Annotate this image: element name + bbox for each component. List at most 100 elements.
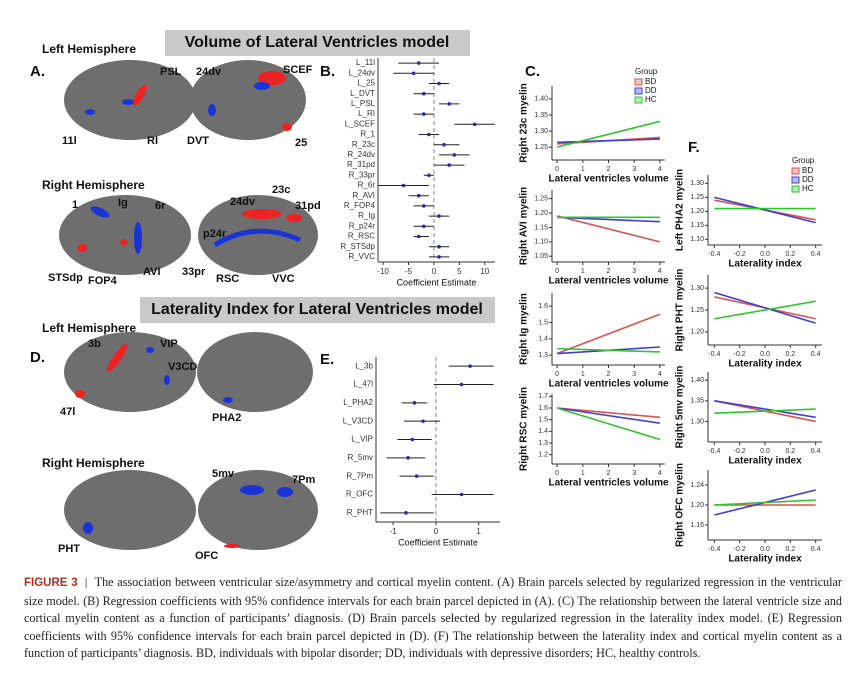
category-label: R_FOP4: [344, 201, 376, 210]
estimate-point: [421, 419, 425, 423]
y-tick-label: 1.7: [538, 393, 548, 400]
trend-line: [714, 291, 816, 324]
legend-swatch: [791, 167, 800, 175]
x-tick-label: 4: [658, 166, 662, 173]
x-tick-label: 1: [581, 166, 585, 173]
category-label: L_RI: [358, 109, 375, 118]
trend-line: [557, 407, 660, 419]
x-tick-label: 0: [434, 527, 439, 536]
y-tick-label: 1.25: [690, 307, 704, 314]
trend-line: [556, 215, 661, 243]
parcel-label: 11l: [62, 135, 77, 147]
estimate-point: [416, 61, 421, 65]
parcel: [120, 239, 128, 245]
parcel-label: AVI: [143, 266, 161, 278]
x-tick-label: 10: [480, 267, 489, 276]
category-label: R_7Pm: [346, 471, 373, 480]
category-label: L_PSL: [351, 99, 376, 108]
panel-letter: C.: [525, 63, 540, 80]
estimate-point: [447, 102, 452, 106]
banners: Volume of Lateral Ventricles model Later…: [140, 30, 495, 323]
parcel-label: STSdp: [48, 272, 83, 284]
legend-swatch: [634, 87, 643, 95]
category-label: R_5mv: [348, 453, 373, 462]
y-tick-label: 1.40: [534, 96, 548, 103]
x-tick-label: 0.0: [760, 546, 770, 553]
x-axis-label: Coefficient Estimate: [398, 537, 478, 547]
caption-text: The association between ventricular size…: [24, 575, 842, 660]
category-label: R_33pr: [349, 170, 376, 179]
x-tick-label: 3: [632, 470, 636, 477]
x-tick-label: 3: [632, 166, 636, 173]
parcel: [90, 206, 110, 218]
estimate-point: [411, 71, 416, 76]
parcel: [122, 99, 134, 105]
y-tick-label: 1.3: [538, 352, 548, 359]
parcel-label: PHA2: [212, 412, 241, 424]
banner-title: Volume of Lateral Ventricles model: [185, 34, 450, 51]
parcel: [277, 487, 293, 497]
category-label: L_VIP: [351, 435, 373, 444]
x-tick-label: 0.0: [760, 251, 770, 258]
y-tick-label: 1.20: [534, 210, 548, 217]
x-tick-label: -0.4: [708, 351, 720, 358]
parcel-label: 5mv: [212, 468, 235, 480]
estimate-point: [437, 81, 441, 86]
x-axis-label: Laterality index: [728, 554, 802, 565]
parcel: [213, 228, 302, 248]
x-axis-label: Lateral ventricles volume: [548, 174, 668, 185]
parcel-label: 23c: [272, 184, 290, 196]
y-tick-label: 1.40: [690, 377, 704, 384]
y-tick-label: 1.4: [538, 336, 548, 343]
parcel: [224, 544, 240, 548]
category-label: R_VVC: [348, 252, 375, 261]
x-tick-label: 1: [581, 371, 585, 378]
y-tick-label: 1.6: [538, 405, 548, 412]
y-axis-label: Right 5mv myelin: [675, 366, 686, 449]
estimate-point: [416, 234, 421, 239]
category-label: R_24dv: [347, 150, 375, 159]
panel-letter: D.: [30, 349, 45, 366]
y-tick-label: 1.5: [538, 319, 548, 326]
panel-d: D. Left Hemisphere 3b VIP V3CD 47l PHA2 …: [30, 321, 318, 562]
banner-title: Laterality Index for Lateral Ventricles …: [151, 301, 483, 318]
legend-label: HC: [802, 184, 814, 193]
y-tick-label: 1.35: [534, 112, 548, 119]
category-label: R_p24r: [349, 221, 376, 230]
parcel: [85, 109, 95, 115]
parcel-label: 33pr: [182, 266, 206, 278]
parcel-label: PHT: [58, 543, 80, 555]
parcel-label: 31pd: [295, 200, 321, 212]
estimate-point: [421, 112, 426, 116]
y-tick-label: 1.16: [690, 522, 704, 529]
brain: [59, 195, 191, 275]
x-tick-label: 1: [581, 470, 585, 477]
legend-label: DD: [645, 86, 657, 95]
y-tick-label: 1.30: [690, 285, 704, 292]
trend-line: [557, 138, 660, 144]
trend-line: [556, 407, 661, 441]
x-tick-label: -0.2: [734, 251, 746, 258]
panel-letter: A.: [30, 63, 45, 80]
y-tick-label: 1.4: [538, 428, 548, 435]
panel-letter: F.: [688, 139, 700, 156]
y-tick-label: 1.20: [690, 502, 704, 509]
parcel-label: 47l: [60, 406, 75, 418]
parcel-label: 24dv: [230, 196, 256, 208]
legend-label: HC: [645, 95, 657, 104]
estimate-point: [421, 204, 426, 208]
y-axis-label: Right 23c myelin: [519, 83, 530, 162]
category-label: R_AVI: [352, 191, 375, 200]
y-tick-label: 1.3: [538, 440, 548, 447]
parcel: [106, 343, 128, 373]
x-axis-label: Lateral ventricles volume: [548, 478, 668, 489]
y-tick-label: 1.6: [538, 303, 548, 310]
x-tick-label: 0.4: [811, 251, 821, 258]
x-axis-label: Laterality index: [728, 456, 802, 467]
y-axis-label: Right PHT myelin: [675, 269, 686, 352]
estimate-point: [421, 224, 426, 229]
x-tick-label: 3: [632, 268, 636, 275]
x-tick-label: 0.2: [785, 546, 795, 553]
legend-swatch: [791, 185, 800, 193]
